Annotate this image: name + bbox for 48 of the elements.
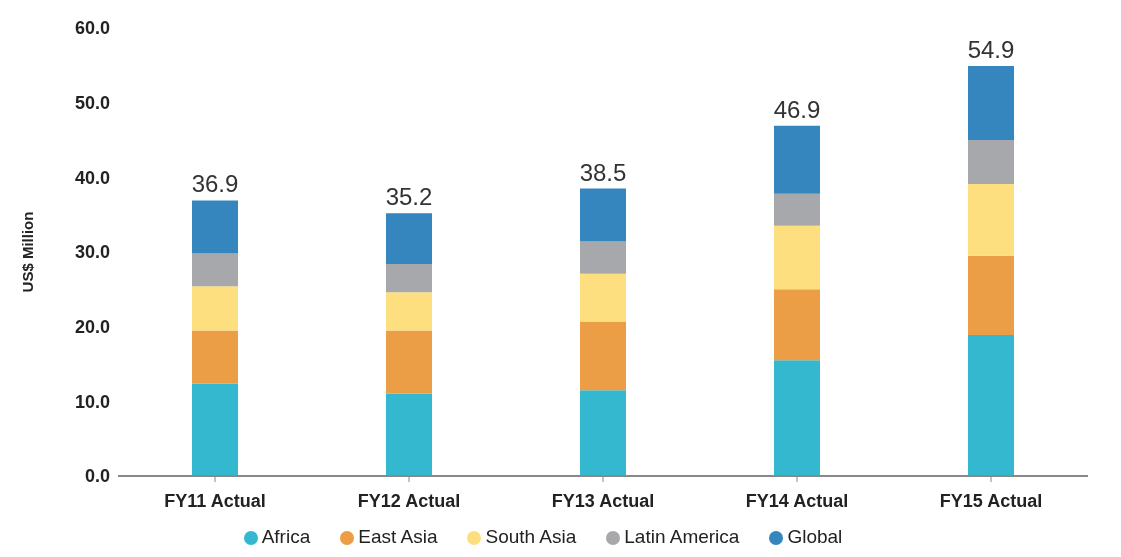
x-tick-label: FY13 Actual bbox=[551, 490, 655, 511]
bar bbox=[580, 273, 626, 322]
bar bbox=[580, 241, 626, 274]
y-tick-label: 50.0 bbox=[74, 93, 110, 114]
bar bbox=[386, 263, 432, 293]
bar bbox=[968, 255, 1014, 335]
bar bbox=[192, 200, 238, 254]
legend-label: South Asia bbox=[485, 526, 577, 547]
y-tick-label: 40.0 bbox=[74, 167, 110, 188]
legend-label: East Asia bbox=[358, 526, 438, 547]
bar bbox=[192, 330, 238, 384]
total-label: 36.9 bbox=[191, 170, 239, 198]
y-tick-label: 60.0 bbox=[74, 18, 110, 39]
total-label: 54.9 bbox=[967, 36, 1015, 64]
bar bbox=[192, 253, 238, 287]
x-tick-label: FY11 Actual bbox=[164, 490, 266, 511]
legend-label: Latin America bbox=[624, 526, 740, 547]
legend-label: Africa bbox=[261, 526, 311, 547]
bar bbox=[192, 383, 238, 476]
bar bbox=[968, 140, 1014, 185]
bar bbox=[968, 66, 1014, 140]
bar bbox=[968, 334, 1014, 476]
bar bbox=[386, 393, 432, 476]
bar bbox=[774, 125, 820, 194]
bar bbox=[580, 390, 626, 476]
bar bbox=[386, 213, 432, 264]
bar bbox=[968, 184, 1014, 256]
total-label: 35.2 bbox=[385, 183, 433, 211]
bar bbox=[386, 330, 432, 394]
x-tick-label: FY15 Actual bbox=[939, 490, 1043, 511]
bar bbox=[774, 225, 820, 290]
bar bbox=[580, 188, 626, 242]
x-tick-label: FY14 Actual bbox=[745, 490, 849, 511]
bar bbox=[774, 193, 820, 226]
y-tick-label: 30.0 bbox=[74, 242, 110, 263]
y-tick-label: 0.0 bbox=[84, 466, 110, 487]
x-tick-label: FY12 Actual bbox=[357, 490, 461, 511]
bar bbox=[580, 321, 626, 391]
bar bbox=[774, 289, 820, 361]
bar bbox=[774, 360, 820, 476]
bar bbox=[386, 292, 432, 331]
y-tick-label: 20.0 bbox=[74, 317, 110, 338]
y-tick-label: 10.0 bbox=[74, 391, 110, 412]
legend-label: Global bbox=[787, 526, 843, 547]
total-label: 38.5 bbox=[579, 158, 627, 186]
total-label: 46.9 bbox=[773, 95, 821, 123]
bar bbox=[192, 286, 238, 331]
y-axis-title: US$ Million bbox=[19, 211, 37, 293]
